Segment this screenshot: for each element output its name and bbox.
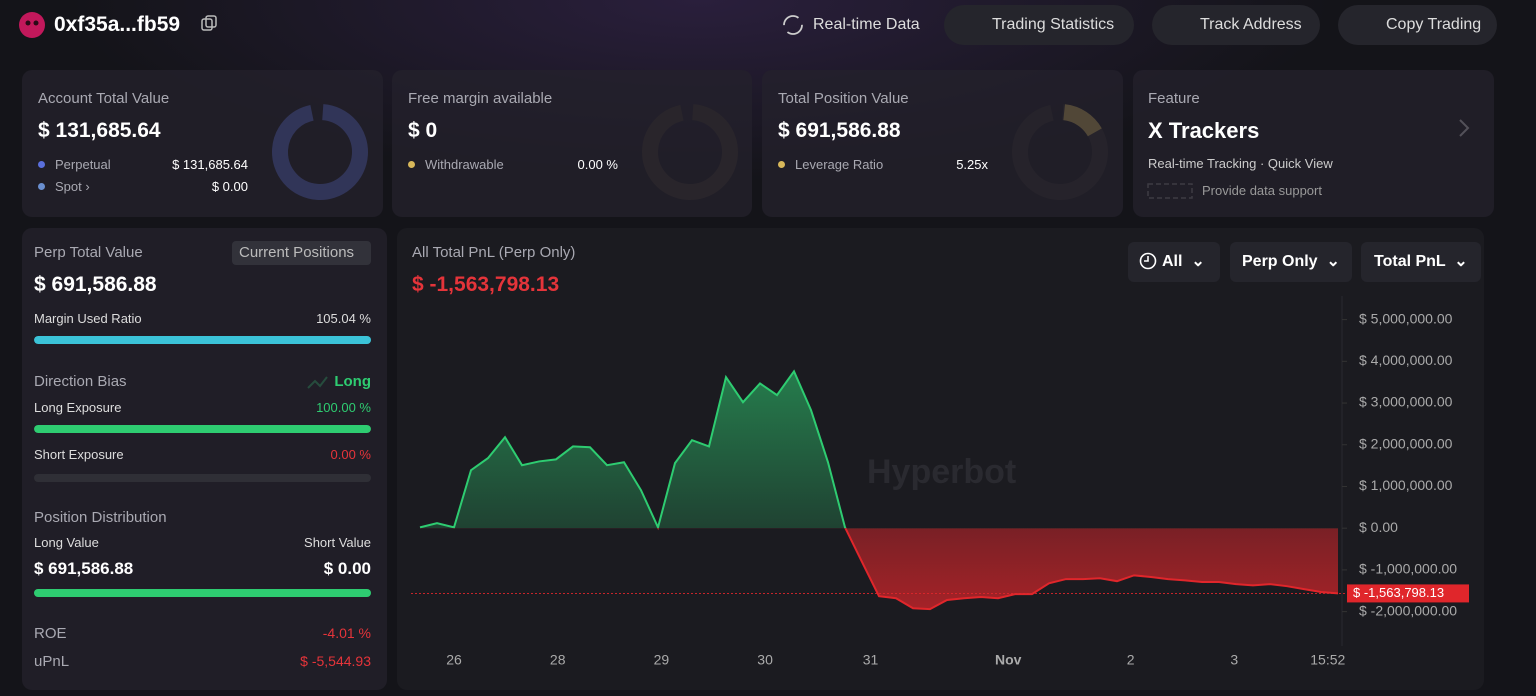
watermark: Hyperbot <box>867 453 1016 491</box>
position-card <box>762 70 1123 217</box>
y-tick-label: $ 3,000,000.00 <box>1359 394 1453 410</box>
x-tick-label: 2 <box>1127 652 1135 668</box>
margin-bar <box>34 336 371 344</box>
value: 0.00 % <box>330 447 371 462</box>
bar-track <box>34 474 371 482</box>
filter-label[interactable]: Total PnL ⌄ <box>1374 253 1468 270</box>
long-bar <box>34 425 371 433</box>
row-name[interactable]: Spot › <box>38 180 90 193</box>
filter-label[interactable]: Perp Only ⌄ <box>1242 253 1340 270</box>
x-tick-label: 3 <box>1230 652 1238 668</box>
x-tick-label: 30 <box>757 652 773 668</box>
perp-panel <box>22 228 387 690</box>
nav-button[interactable] <box>1338 5 1497 45</box>
feature-subtitle: Real-time Tracking · Quick View <box>1148 156 1333 171</box>
filter[interactable] <box>1230 242 1352 282</box>
label: Direction Bias <box>34 373 127 390</box>
chart-total: $ -1,563,798.13 <box>412 273 560 296</box>
x-tick-label: 26 <box>446 652 462 668</box>
row-value: $ 131,685.64 <box>172 157 248 172</box>
label: Total Position Value <box>778 90 909 107</box>
y-tick-label: $ -1,000,000.00 <box>1359 561 1457 577</box>
y-tick-label: $ 2,000,000.00 <box>1359 435 1453 451</box>
label: Perp Total Value <box>34 244 143 261</box>
value: $ 131,685.64 <box>38 119 161 142</box>
label: ROE <box>34 625 67 642</box>
value: $ 691,586.88 <box>778 119 901 142</box>
button-label[interactable]: Current Positions <box>239 244 355 261</box>
label: Long Value <box>34 535 99 550</box>
filter[interactable] <box>1128 242 1220 282</box>
value: $ 0.00 <box>323 559 371 578</box>
direction: Long <box>334 373 371 390</box>
value: 105.04 % <box>316 311 371 326</box>
last-value-label: $ -1,563,798.13 <box>1353 585 1444 600</box>
label: Long Exposure <box>34 400 122 415</box>
filter[interactable] <box>1361 242 1481 282</box>
filter-label[interactable]: All ⌄ <box>1162 253 1205 270</box>
feature-card[interactable] <box>1133 70 1494 217</box>
label: Account Total Value <box>38 90 170 107</box>
nav-item[interactable]: Copy Trading <box>1386 16 1482 33</box>
x-tick-label: 31 <box>863 652 879 668</box>
row-value: 0.00 % <box>577 157 618 172</box>
distribution-bar <box>34 589 371 597</box>
y-tick-label: $ 4,000,000.00 <box>1359 352 1453 368</box>
row-value: 5.25x <box>956 157 988 172</box>
label: Short Value <box>304 535 371 550</box>
label: Margin Used Ratio <box>34 311 142 326</box>
line-negative <box>420 528 1339 611</box>
value: $ 0 <box>408 119 438 142</box>
address: 0xf35a...fb59 <box>54 13 181 36</box>
account-card <box>22 70 383 217</box>
margin-card <box>392 70 752 217</box>
value: $ 691,586.88 <box>34 273 157 296</box>
x-tick-label: Nov <box>995 652 1022 668</box>
y-tick-label: $ 0.00 <box>1359 519 1398 535</box>
feature-title: X Trackers <box>1148 118 1260 143</box>
value: $ -5,544.93 <box>300 653 371 669</box>
chart-title: All Total PnL (Perp Only) <box>412 244 576 261</box>
value: -4.01 % <box>322 625 371 641</box>
y-tick-label: $ 5,000,000.00 <box>1359 310 1453 326</box>
label: Free margin available <box>408 90 553 107</box>
label: Position Distribution <box>34 509 167 526</box>
area-positive <box>420 371 1338 529</box>
value: $ 691,586.88 <box>34 559 134 578</box>
positions-button[interactable] <box>232 241 371 265</box>
line-positive <box>419 369 847 529</box>
bar-track <box>34 425 371 433</box>
nav-button[interactable] <box>1152 5 1320 45</box>
y-tick-label: $ -2,000,000.00 <box>1359 602 1457 618</box>
nav-item[interactable]: Trading Statistics <box>992 16 1115 33</box>
x-tick-label: 15:52 <box>1310 652 1345 668</box>
nav-item[interactable]: Track Address <box>1200 16 1302 33</box>
x-tick-label: 29 <box>654 652 670 668</box>
avatar <box>19 12 45 38</box>
row-name: Leverage Ratio <box>778 158 883 171</box>
realtime-icon <box>783 15 803 35</box>
pnl-chart: Hyperbot $ 5,000,000.00 $ 4,000,000.00 $ 3… <box>411 296 1469 668</box>
row-value: $ 0.00 <box>211 179 248 194</box>
label: Feature <box>1148 90 1200 107</box>
y-tick-label: $ 1,000,000.00 <box>1359 477 1453 493</box>
row-name: Withdrawable <box>408 158 504 171</box>
feature-support: Provide data support <box>1202 183 1322 198</box>
x-tick-label: 28 <box>550 652 566 668</box>
area-negative <box>845 528 1338 610</box>
label: Short Exposure <box>34 447 124 462</box>
nav-button[interactable] <box>944 5 1134 45</box>
row-name: Perpetual <box>38 158 111 171</box>
value: 100.00 % <box>316 400 371 415</box>
last-value-tag <box>1347 584 1469 603</box>
bar-track <box>34 336 371 344</box>
label: uPnL <box>34 653 70 670</box>
clock-icon <box>1139 252 1157 270</box>
copy-icon[interactable] <box>201 18 213 31</box>
nav-item[interactable]: Real-time Data <box>813 16 920 33</box>
